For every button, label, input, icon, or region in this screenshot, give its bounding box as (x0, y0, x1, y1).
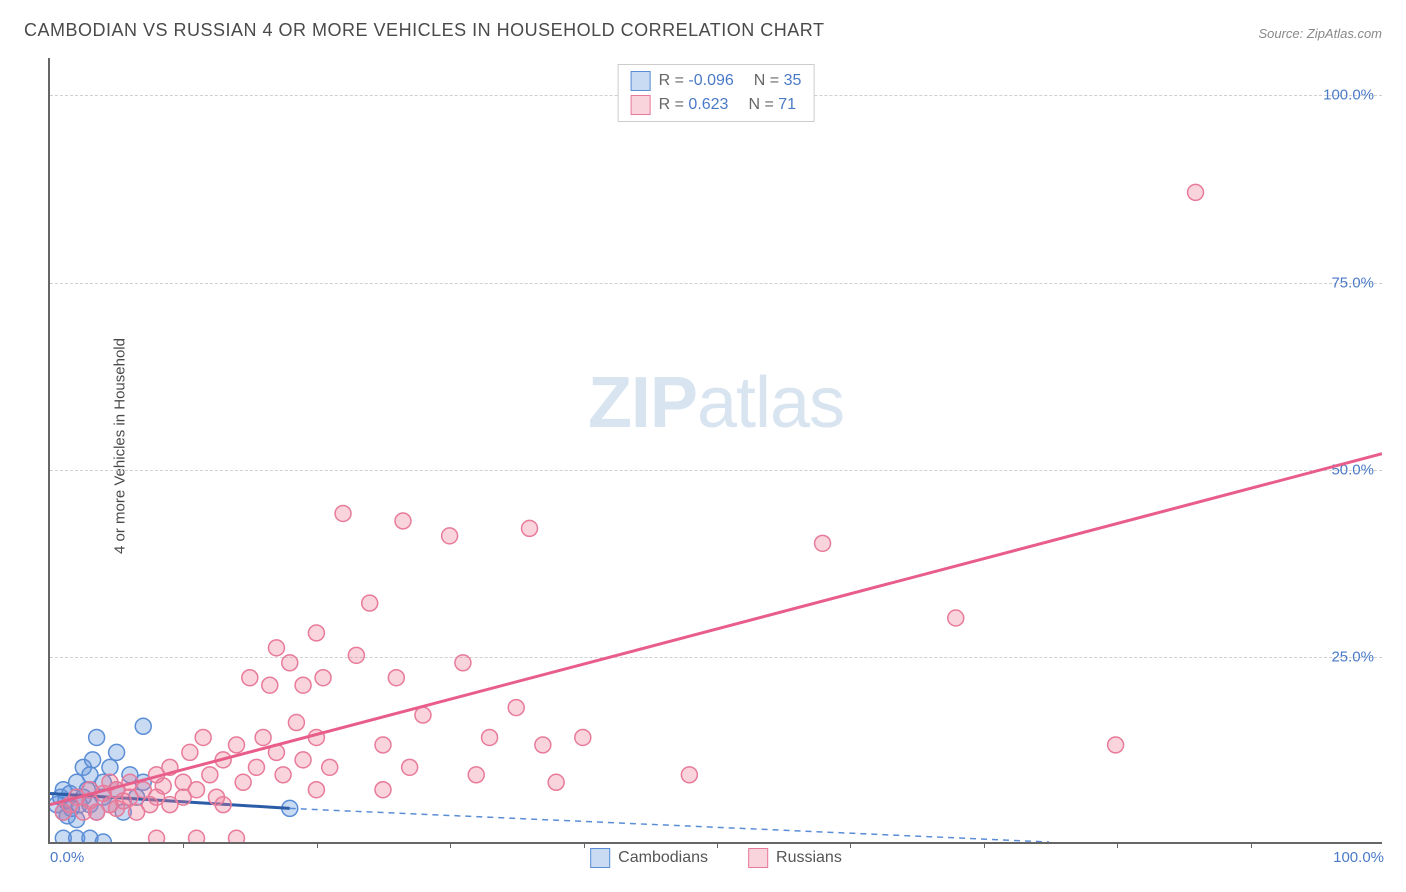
scatter-point (482, 729, 498, 745)
scatter-point (275, 767, 291, 783)
scatter-point (362, 595, 378, 611)
xtick-label-right: 100.0% (1333, 849, 1384, 866)
scatter-point (155, 778, 171, 794)
scatter-point (508, 700, 524, 716)
scatter-point (308, 625, 324, 641)
scatter-point (235, 774, 251, 790)
scatter-point (135, 718, 151, 734)
scatter-point (1108, 737, 1124, 753)
legend-stats: R = -0.096 N = 35 R = 0.623 N = 71 (618, 64, 815, 122)
scatter-point (548, 774, 564, 790)
legend-r: R = 0.623 (659, 96, 729, 114)
scatter-point (535, 737, 551, 753)
xtick-mark (584, 842, 585, 848)
scatter-point (415, 707, 431, 723)
legend-series-label: Russians (776, 849, 842, 867)
scatter-point (402, 759, 418, 775)
scatter-point (295, 677, 311, 693)
legend-series-item: Cambodians (590, 848, 708, 868)
scatter-point (388, 670, 404, 686)
scatter-point (375, 782, 391, 798)
scatter-point (681, 767, 697, 783)
legend-swatch (748, 848, 768, 868)
scatter-point (442, 528, 458, 544)
source-label: Source: ZipAtlas.com (1258, 26, 1382, 41)
scatter-point (189, 830, 205, 842)
legend-stat-row: R = -0.096 N = 35 (631, 69, 802, 93)
scatter-point (215, 797, 231, 813)
scatter-point (375, 737, 391, 753)
legend-n: N = 35 (754, 72, 802, 90)
trend-line-dashed (290, 808, 1049, 842)
plot-area: ZIPatlas R = -0.096 N = 35 R = 0.623 N =… (48, 58, 1382, 844)
scatter-point (242, 670, 258, 686)
scatter-point (149, 830, 165, 842)
scatter-point (195, 729, 211, 745)
scatter-point (189, 782, 205, 798)
scatter-point (455, 655, 471, 671)
scatter-point (268, 640, 284, 656)
scatter-point (262, 677, 278, 693)
scatter-point (395, 513, 411, 529)
scatter-point (248, 759, 264, 775)
legend-stat-row: R = 0.623 N = 71 (631, 93, 802, 117)
legend-swatch (631, 95, 651, 115)
scatter-point (109, 744, 125, 760)
xtick-mark (1251, 842, 1252, 848)
trend-line (50, 454, 1382, 805)
xtick-mark (450, 842, 451, 848)
scatter-plot-svg (50, 58, 1382, 842)
legend-r: R = -0.096 (659, 72, 734, 90)
scatter-point (1188, 184, 1204, 200)
legend-series: Cambodians Russians (590, 848, 842, 868)
scatter-point (102, 759, 118, 775)
xtick-mark (717, 842, 718, 848)
scatter-point (322, 759, 338, 775)
scatter-point (815, 535, 831, 551)
scatter-point (308, 782, 324, 798)
scatter-point (468, 767, 484, 783)
xtick-mark (1117, 842, 1118, 848)
xtick-mark (984, 842, 985, 848)
legend-n: N = 71 (748, 96, 796, 114)
scatter-point (295, 752, 311, 768)
scatter-point (522, 520, 538, 536)
legend-series-item: Russians (748, 848, 842, 868)
scatter-point (315, 670, 331, 686)
scatter-point (255, 729, 271, 745)
scatter-point (202, 767, 218, 783)
chart-title: CAMBODIAN VS RUSSIAN 4 OR MORE VEHICLES … (24, 20, 824, 41)
scatter-point (575, 729, 591, 745)
xtick-mark (183, 842, 184, 848)
scatter-point (182, 744, 198, 760)
scatter-point (348, 647, 364, 663)
xtick-label-left: 0.0% (50, 849, 84, 866)
chart-container: ZIPatlas R = -0.096 N = 35 R = 0.623 N =… (48, 58, 1382, 844)
scatter-point (288, 715, 304, 731)
scatter-point (89, 729, 105, 745)
legend-swatch (590, 848, 610, 868)
xtick-mark (317, 842, 318, 848)
legend-swatch (631, 71, 651, 91)
scatter-point (335, 505, 351, 521)
scatter-point (948, 610, 964, 626)
scatter-point (228, 830, 244, 842)
xtick-mark (850, 842, 851, 848)
scatter-point (282, 655, 298, 671)
scatter-point (228, 737, 244, 753)
legend-series-label: Cambodians (618, 849, 708, 867)
scatter-point (85, 752, 101, 768)
